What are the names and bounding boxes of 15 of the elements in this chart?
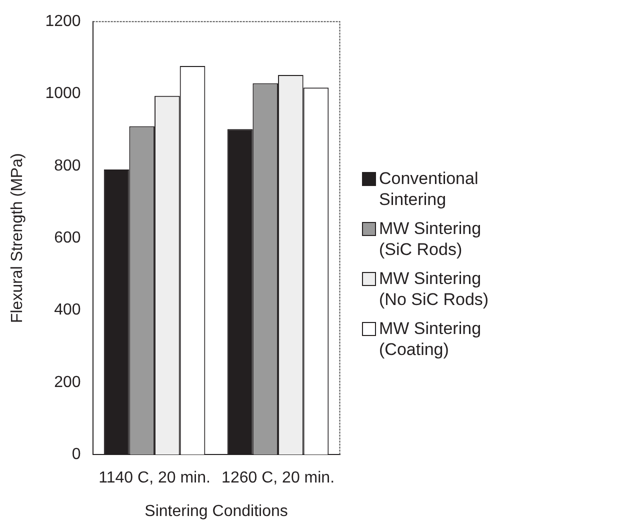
y-tick-label: 1200 — [45, 13, 81, 30]
y-tick-label: 200 — [54, 374, 81, 391]
legend-label: MW Sintering (SiC Rods) — [379, 218, 482, 260]
legend-label: Conventional Sintering — [379, 168, 480, 210]
x-tick-label: 1140 C, 20 min. — [98, 470, 210, 487]
y-tick-label: 400 — [54, 302, 81, 319]
y-tick-label: 800 — [54, 157, 81, 174]
y-tick-label: 0 — [72, 446, 81, 464]
y-axis-title: Flexural Strength (MPa) — [9, 153, 26, 324]
legend-label: MW Sintering (No SiC Rods) — [379, 268, 490, 310]
x-axis-title: Sintering Conditions — [144, 502, 288, 520]
y-tick-label: 1000 — [45, 85, 81, 102]
x-tick-label: 1260 C, 20 min. — [222, 470, 334, 487]
y-tick-label: 600 — [54, 230, 81, 247]
legend-label: MW Sintering (Coating) — [379, 318, 482, 360]
